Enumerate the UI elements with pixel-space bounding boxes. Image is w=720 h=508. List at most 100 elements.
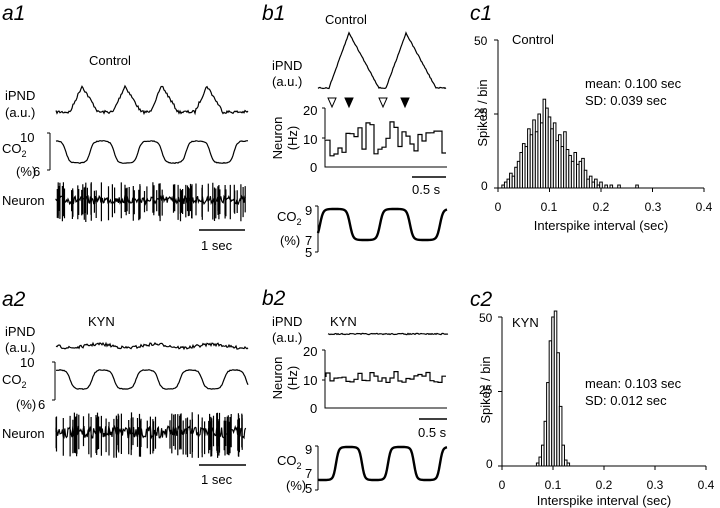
c2-axes <box>498 316 707 470</box>
panel-label-b1: b1 <box>262 2 285 25</box>
b2-neuron-tick-0: 0 <box>310 401 317 416</box>
c2-ylabel: Spikes / bin <box>478 356 493 423</box>
c2-histogram-bar <box>558 405 563 467</box>
a1-ipnd-unit: (a.u.) <box>5 105 35 120</box>
a1-condition-label: Control <box>89 53 131 68</box>
a1-neuron-trace <box>55 182 247 222</box>
b1-ipnd-label: iPND <box>272 58 302 73</box>
a1-co2-trace <box>55 140 249 164</box>
c1-histogram-bar <box>609 184 614 189</box>
c2-ytick-50: 50 <box>479 311 493 325</box>
c2-ytick-25: 25 <box>479 383 493 397</box>
a2-ipnd-unit: (a.u.) <box>5 340 35 355</box>
c2-condition-label: KYN <box>512 315 539 330</box>
a2-co2-ticklabel-6: 6 <box>38 397 45 412</box>
b2-neuron-tick-20: 20 <box>303 344 317 359</box>
a1-ipnd-trace <box>55 84 249 116</box>
a1-co2-label: CO2 <box>2 141 27 159</box>
b2-ipnd-label: iPND <box>272 314 302 329</box>
a1-neuron-label: Neuron <box>2 193 45 208</box>
a1-co2-ticklabel-6: 6 <box>33 164 40 179</box>
c2-xtick-0: 0 <box>499 478 506 492</box>
b2-condition-label: KYN <box>330 314 357 329</box>
c1-mean-text: mean: 0.100 sec <box>585 76 682 91</box>
a2-ipnd-trace <box>55 341 249 351</box>
b1-co2-tick-9: 9 <box>305 203 312 218</box>
c1-ylabel: Spikes / bin <box>475 79 490 146</box>
c2-histogram-bar <box>561 444 565 467</box>
b1-co2-trace <box>316 207 448 242</box>
c2-ytick-0: 0 <box>486 457 493 471</box>
c2-sd-text: SD: 0.012 sec <box>585 393 667 408</box>
b2-co2-trace <box>317 445 448 482</box>
b1-ipnd-unit: (a.u.) <box>272 74 302 89</box>
b2-ipnd-trace <box>327 332 449 336</box>
c2-histogram-bar <box>566 462 571 467</box>
c1-xtick-0.1: 0.1 <box>541 200 558 214</box>
c2-xtick-0.1: 0.1 <box>545 478 562 492</box>
a1-ipnd-label: iPND <box>5 88 35 103</box>
a2-co2-ticklabel-10: 10 <box>20 355 34 370</box>
b1-open-triangle-marker <box>378 97 388 109</box>
b2-co2-tick-5: 5 <box>305 481 312 496</box>
c2-xtick-0.2: 0.2 <box>596 478 613 492</box>
b1-neuron-tick-10: 10 <box>303 132 317 147</box>
b1-scale-label: 0.5 s <box>412 182 441 197</box>
b1-neuron-axes <box>322 107 447 168</box>
panel-label-a2: a2 <box>2 288 26 311</box>
c1-histogram-bar <box>594 178 598 189</box>
c1-histogram <box>501 98 639 189</box>
c1-axes <box>494 39 705 192</box>
c1-xtick-labels: 0 0.1 0.2 0.3 0.4 <box>495 200 713 214</box>
b1-neuron-yunit: (Hz) <box>285 126 300 151</box>
c1-histogram-bar <box>617 184 621 189</box>
b1-co2-axis <box>315 205 319 253</box>
c1-xtick-0.3: 0.3 <box>645 200 662 214</box>
c1-condition-label: Control <box>512 32 554 47</box>
b1-ipnd-trace <box>317 31 447 90</box>
c1-ytick-25: 25 <box>474 106 488 120</box>
b2-ipnd-unit: (a.u.) <box>272 330 302 345</box>
b1-filled-triangle-marker <box>400 97 410 109</box>
b1-co2-tick-7: 7 <box>305 233 312 248</box>
b2-neuron-rate-trace <box>325 371 446 383</box>
c1-xtick-0.4: 0.4 <box>696 200 713 214</box>
panel-label-c1: c1 <box>470 2 492 25</box>
a2-co2-trace <box>56 368 249 390</box>
b2-co2-label: CO2 <box>277 453 302 471</box>
a1-scale-label: 1 sec <box>201 238 233 253</box>
c1-sd-text: SD: 0.039 sec <box>585 93 667 108</box>
b2-co2-tick-9: 9 <box>305 442 312 457</box>
c1-xtick-0: 0 <box>495 200 502 214</box>
b1-neuron-rate-trace <box>325 121 446 157</box>
b1-condition-label: Control <box>325 12 367 27</box>
panel-label-c2: c2 <box>470 288 493 311</box>
b2-scale-label: 0.5 s <box>418 425 447 440</box>
a1-co2-ticklabel-10: 10 <box>20 130 34 145</box>
c1-ytick-0: 0 <box>481 179 488 193</box>
a2-co2-label: CO2 <box>2 372 27 390</box>
a2-ipnd-label: iPND <box>5 324 35 339</box>
c1-ytick-50: 50 <box>474 34 488 48</box>
b1-neuron-tick-0: 0 <box>310 160 317 175</box>
b1-neuron-tick-20: 20 <box>303 103 317 118</box>
c1-xlabel: Interspike interval (sec) <box>534 218 668 233</box>
a2-co2-unit: (%) <box>16 397 36 412</box>
a2-condition-label: KYN <box>88 314 115 329</box>
c2-xtick-labels: 0 0.1 0.2 0.3 0.4 <box>499 478 715 492</box>
c2-xtick-0.4: 0.4 <box>698 478 715 492</box>
c2-mean-text: mean: 0.103 sec <box>585 376 682 391</box>
c1-axis-lines <box>494 39 705 192</box>
b1-open-triangle-marker <box>327 97 337 109</box>
c2-xtick-0.3: 0.3 <box>647 478 664 492</box>
b2-neuron-yunit: (Hz) <box>285 366 300 391</box>
b2-co2-tick-7: 7 <box>305 466 312 481</box>
b2-neuron-ylabel: Neuron <box>270 357 285 400</box>
b2-neuron-tick-10: 10 <box>303 373 317 388</box>
b2-co2-unit: (%) <box>286 478 306 493</box>
a2-neuron-label: Neuron <box>2 426 45 441</box>
a2-scale-label: 1 sec <box>201 472 233 487</box>
c1-histogram-bar <box>604 184 608 189</box>
c2-axis-lines <box>498 316 707 470</box>
